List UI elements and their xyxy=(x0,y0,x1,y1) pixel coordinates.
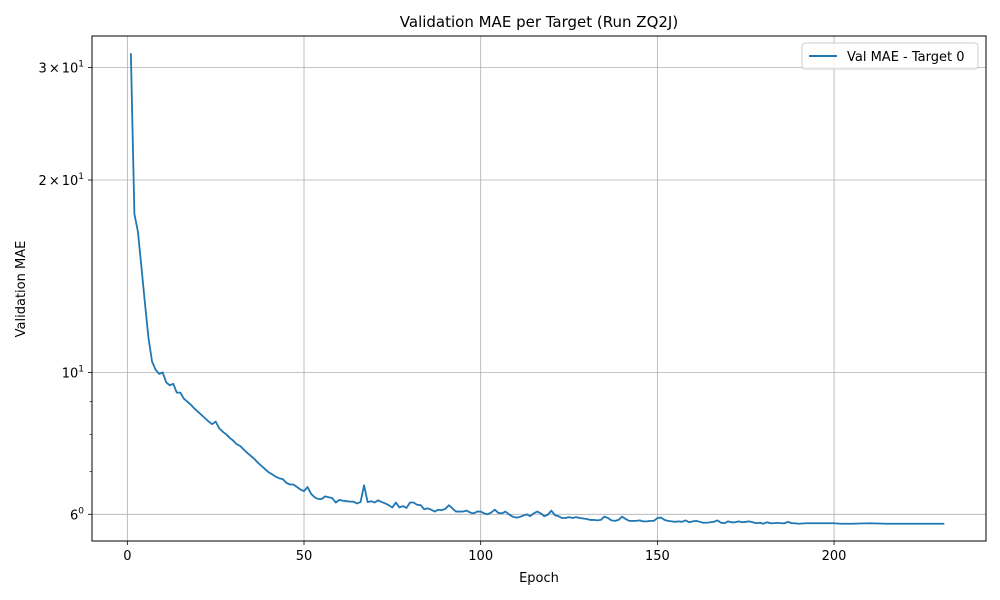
x-tick-label: 50 xyxy=(296,549,313,564)
series-line xyxy=(129,53,945,525)
x-axis: 0 50 100 150 200 xyxy=(123,541,846,564)
x-tick-label: 0 xyxy=(123,549,131,564)
legend-label: Val MAE - Target 0 xyxy=(847,50,965,65)
y-tick-label: 101 xyxy=(62,364,84,381)
x-tick-label: 150 xyxy=(645,549,670,564)
y-tick-label: 3 × 101 xyxy=(39,59,84,76)
series-layer xyxy=(129,53,945,525)
y-axis-label: Validation MAE xyxy=(14,241,29,338)
plot-frame xyxy=(91,35,987,542)
x-tick-label: 200 xyxy=(822,549,847,564)
y-tick-label: 60 xyxy=(70,506,84,523)
y-tick-label: 2 × 101 xyxy=(39,172,84,189)
legend-box xyxy=(801,42,979,70)
chart-title: Validation MAE per Target (Run ZQ2J) xyxy=(400,13,678,31)
x-tick-label: 100 xyxy=(468,549,493,564)
x-axis-label: Epoch xyxy=(519,571,559,586)
y-axis: 60 101 2 × 101 3 × 101 xyxy=(39,59,92,523)
legend: Val MAE - Target 0 xyxy=(801,42,979,70)
